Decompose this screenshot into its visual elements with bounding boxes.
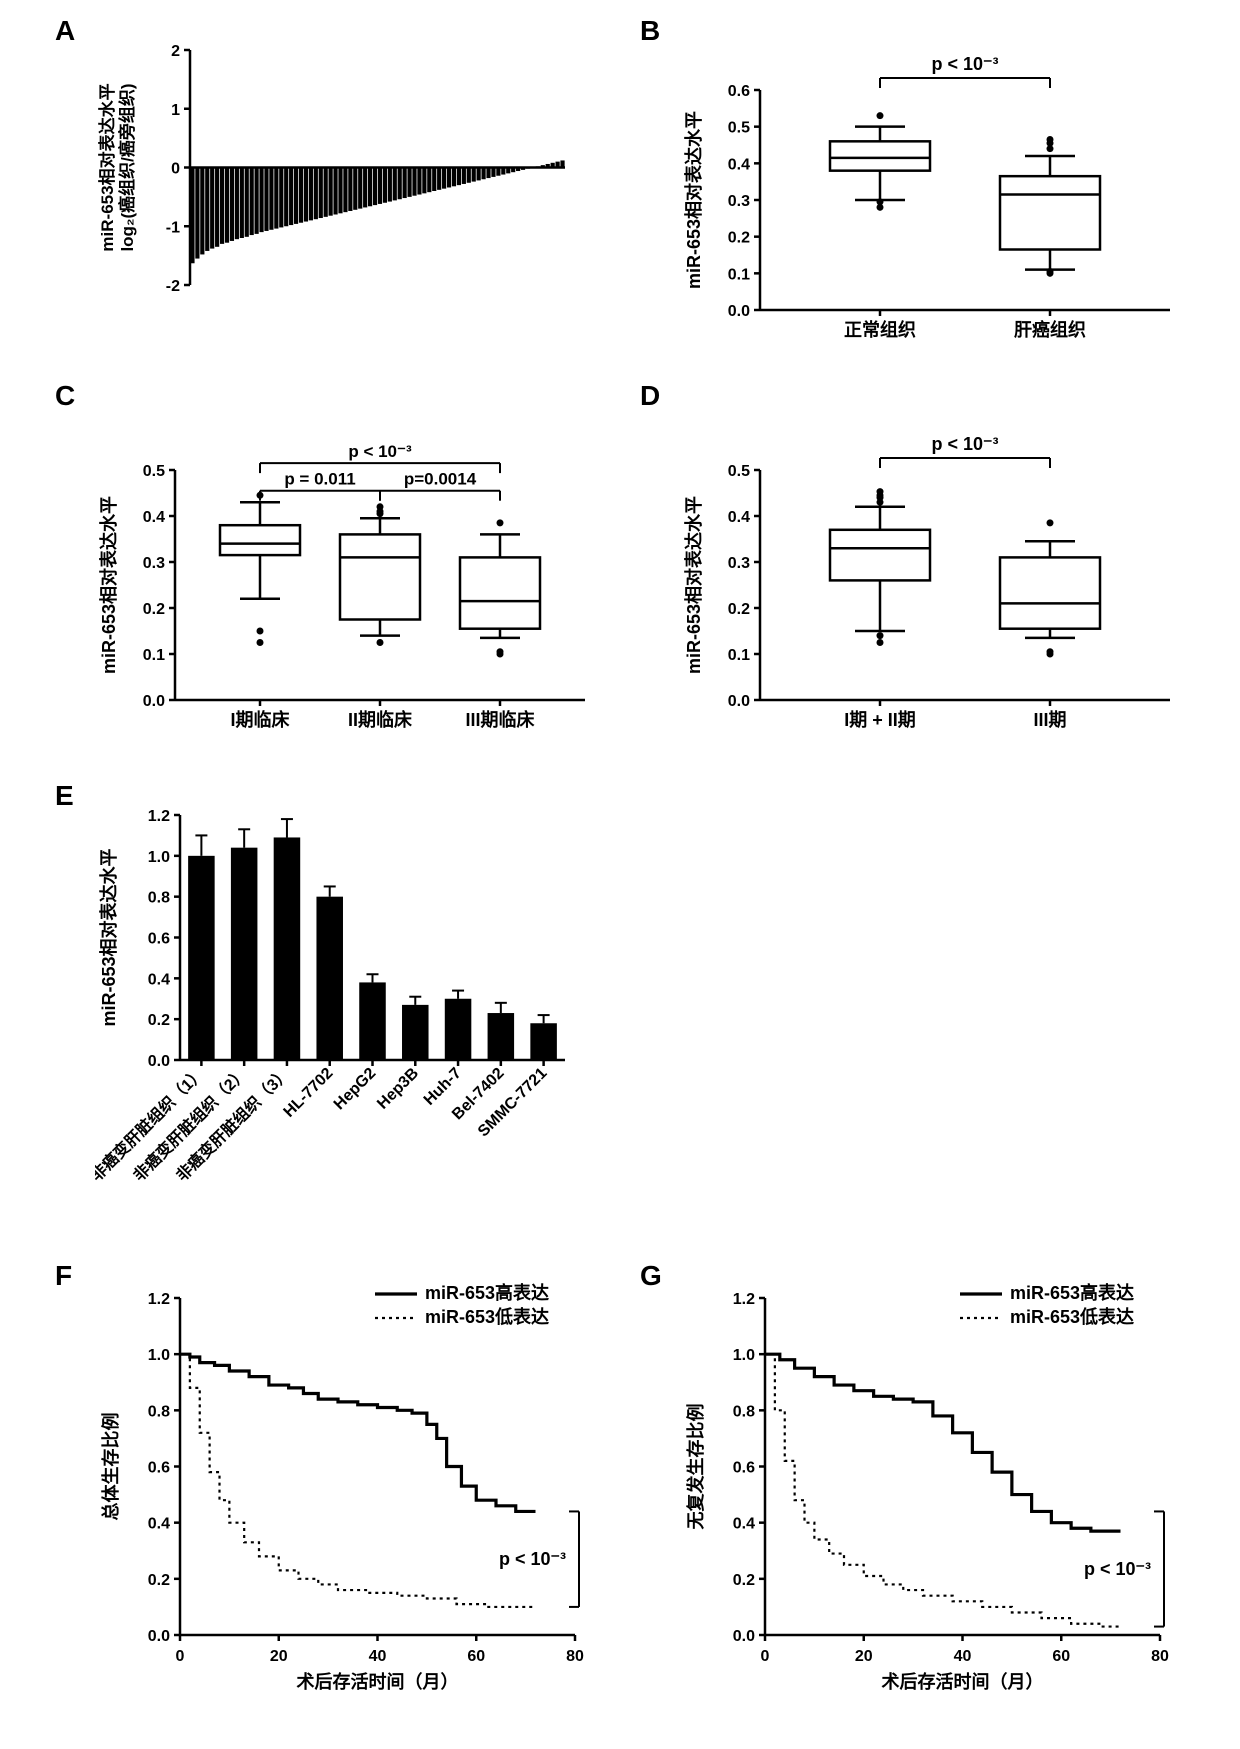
svg-text:0.4: 0.4	[148, 971, 170, 988]
svg-text:miR-653低表达: miR-653低表达	[1010, 1306, 1134, 1327]
panel-a-label: A	[55, 15, 75, 47]
svg-text:0.0: 0.0	[728, 693, 750, 710]
panel-d-label: D	[640, 380, 660, 412]
svg-text:miR-653相对表达水平: miR-653相对表达水平	[97, 83, 117, 251]
svg-text:1.0: 1.0	[148, 849, 170, 866]
svg-text:miR-653相对表达水平: miR-653相对表达水平	[98, 496, 119, 674]
svg-text:0.5: 0.5	[728, 463, 750, 480]
svg-text:0.4: 0.4	[143, 509, 165, 526]
svg-text:1: 1	[171, 102, 180, 119]
svg-text:miR-653低表达: miR-653低表达	[425, 1306, 549, 1327]
svg-text:0.8: 0.8	[733, 1403, 755, 1420]
svg-text:0.1: 0.1	[143, 647, 165, 664]
svg-text:II期临床: II期临床	[348, 709, 413, 730]
svg-text:0: 0	[761, 1648, 770, 1665]
svg-text:0.3: 0.3	[728, 193, 750, 210]
svg-text:0.0: 0.0	[733, 1628, 755, 1645]
panel-c-label: C	[55, 380, 75, 412]
svg-text:log₂(癌组织/癌旁组织): log₂(癌组织/癌旁组织)	[117, 83, 137, 251]
svg-text:40: 40	[954, 1648, 972, 1665]
svg-text:0.0: 0.0	[143, 693, 165, 710]
svg-text:p < 10⁻³: p < 10⁻³	[1084, 1559, 1151, 1579]
panel-a-chart: -2 -1 0 1 2 miR-653相对表达水平log₂(癌组织/癌旁组织)	[95, 40, 575, 310]
svg-text:0.3: 0.3	[143, 555, 165, 572]
panel-g-chart: 0.0 0.2 0.4 0.6 0.8 1.0 1.2 0 20 40 60 80 无复发生存比例术后存…	[680, 1280, 1180, 1700]
svg-text:0.6: 0.6	[728, 83, 750, 100]
svg-text:miR-653相对表达水平: miR-653相对表达水平	[683, 111, 704, 289]
svg-text:0.8: 0.8	[148, 890, 170, 907]
svg-text:-2: -2	[166, 278, 180, 295]
svg-text:60: 60	[467, 1648, 485, 1665]
svg-text:miR-653相对表达水平: miR-653相对表达水平	[683, 496, 704, 674]
svg-text:0.2: 0.2	[148, 1012, 170, 1029]
svg-text:I期 + II期: I期 + II期	[844, 710, 916, 730]
panel-c-chart: 0.0 0.1 0.2 0.3 0.4 0.5 miR-653相对表达水平 I期临床 II期临床…	[95, 400, 595, 750]
svg-text:0.6: 0.6	[148, 1460, 170, 1477]
svg-text:40: 40	[369, 1648, 387, 1665]
svg-text:Hep3B: Hep3B	[374, 1065, 422, 1113]
svg-text:0.2: 0.2	[148, 1572, 170, 1589]
svg-text:HepG2: HepG2	[331, 1065, 380, 1114]
svg-text:0.4: 0.4	[728, 509, 750, 526]
svg-text:0.0: 0.0	[148, 1053, 170, 1070]
svg-text:1.2: 1.2	[733, 1291, 755, 1308]
svg-text:0.0: 0.0	[728, 303, 750, 320]
svg-text:0: 0	[171, 161, 180, 178]
svg-text:60: 60	[1052, 1648, 1070, 1665]
svg-text:0: 0	[176, 1648, 185, 1665]
panel-g-label: G	[640, 1260, 662, 1292]
panel-b-label: B	[640, 15, 660, 47]
svg-text:0.3: 0.3	[728, 555, 750, 572]
svg-text:80: 80	[1151, 1648, 1169, 1665]
svg-text:术后存活时间（月）: 术后存活时间（月）	[882, 1671, 1044, 1692]
svg-text:20: 20	[855, 1648, 873, 1665]
svg-text:0.2: 0.2	[728, 230, 750, 247]
svg-text:0.2: 0.2	[733, 1572, 755, 1589]
panel-f-chart: 0.0 0.2 0.4 0.6 0.8 1.0 1.2 0 20 40 60 80 总体生存比例术后存活…	[95, 1280, 595, 1700]
svg-text:0.4: 0.4	[728, 156, 750, 173]
svg-text:0.1: 0.1	[728, 647, 750, 664]
svg-text:-1: -1	[166, 219, 180, 236]
svg-text:2: 2	[171, 43, 180, 60]
svg-text:0.4: 0.4	[148, 1516, 170, 1533]
svg-text:无复发生存比例: 无复发生存比例	[685, 1404, 706, 1530]
svg-text:0.1: 0.1	[728, 266, 750, 283]
panel-d-chart: 0.0 0.1 0.2 0.3 0.4 0.5 miR-653相对表达水平 I期 + II期 I…	[680, 400, 1180, 750]
svg-text:p = 0.011: p = 0.011	[284, 470, 355, 489]
panel-e-label: E	[55, 780, 74, 812]
svg-text:术后存活时间（月）: 术后存活时间（月）	[297, 1671, 459, 1692]
svg-text:0.2: 0.2	[728, 601, 750, 618]
svg-text:0.6: 0.6	[148, 931, 170, 948]
svg-text:1.0: 1.0	[148, 1347, 170, 1364]
panel-b-chart: 0.0 0.1 0.2 0.3 0.4 0.5 0.6 miR-653相对表达水平正常组织 肝癌…	[680, 40, 1180, 360]
panel-e-chart: 0.00.20.40.60.81.01.2miR-653相对表达水平非癌变肝脏组…	[95, 800, 575, 1250]
svg-text:miR-653高表达: miR-653高表达	[1010, 1282, 1134, 1303]
svg-text:p=0.0014: p=0.0014	[404, 470, 477, 489]
svg-text:p < 10⁻³: p < 10⁻³	[931, 434, 998, 454]
svg-text:0.2: 0.2	[143, 601, 165, 618]
svg-text:1.0: 1.0	[733, 1347, 755, 1364]
svg-text:0.4: 0.4	[733, 1516, 755, 1533]
svg-text:I期临床: I期临床	[230, 709, 290, 730]
svg-text:肝癌组织: 肝癌组织	[1014, 319, 1086, 340]
svg-text:miR-653相对表达水平: miR-653相对表达水平	[98, 848, 119, 1026]
svg-text:p < 10⁻³: p < 10⁻³	[499, 1549, 566, 1569]
svg-text:miR-653高表达: miR-653高表达	[425, 1282, 549, 1303]
svg-text:0.6: 0.6	[733, 1460, 755, 1477]
svg-text:0.5: 0.5	[143, 463, 165, 480]
svg-text:p < 10⁻³: p < 10⁻³	[931, 54, 998, 74]
svg-text:0.0: 0.0	[148, 1628, 170, 1645]
svg-text:正常组织: 正常组织	[844, 319, 916, 340]
svg-text:1.2: 1.2	[148, 808, 170, 825]
svg-text:0.5: 0.5	[728, 120, 750, 137]
svg-text:20: 20	[270, 1648, 288, 1665]
svg-text:1.2: 1.2	[148, 1291, 170, 1308]
svg-text:总体生存比例: 总体生存比例	[100, 1413, 121, 1521]
svg-text:p < 10⁻³: p < 10⁻³	[348, 442, 412, 461]
svg-text:80: 80	[566, 1648, 584, 1665]
panel-f-label: F	[55, 1260, 72, 1292]
svg-text:III期临床: III期临床	[465, 709, 535, 730]
svg-text:0.8: 0.8	[148, 1403, 170, 1420]
svg-text:III期: III期	[1033, 710, 1066, 730]
